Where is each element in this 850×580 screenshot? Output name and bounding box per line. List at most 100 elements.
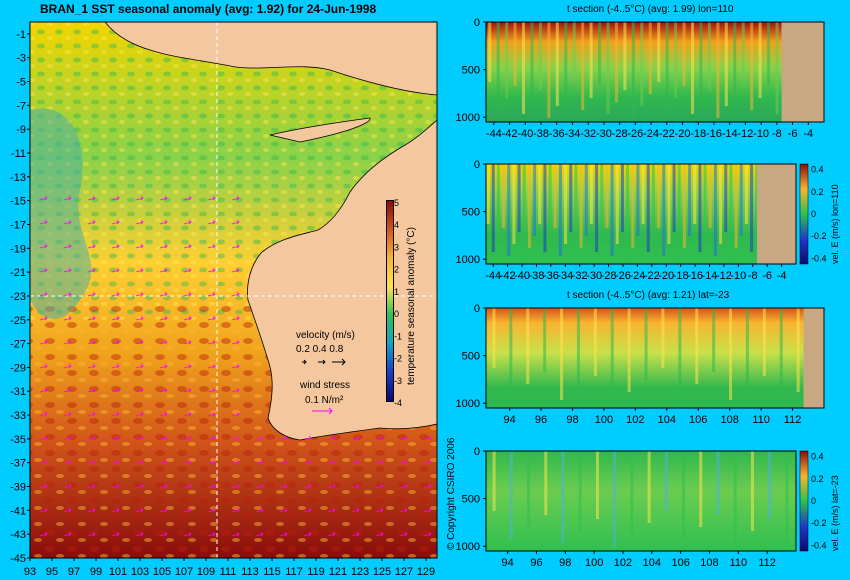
wind-arrow [39, 507, 48, 513]
x-tick-label: -34 [557, 270, 573, 282]
map-lat-label: -1 [16, 29, 26, 41]
x-tick-label: 100 [585, 557, 603, 569]
section-stripe [553, 164, 557, 228]
land-mask [803, 308, 824, 408]
velocity-label: velocity (m/s) [296, 330, 355, 341]
map-lat-label: -13 [10, 172, 26, 184]
section-stripe [647, 451, 651, 523]
wind-arrow [63, 387, 72, 393]
x-tick-label: -6 [762, 270, 772, 282]
wind-arrow [135, 195, 144, 201]
velocity-colorbar-tick: 0 [811, 209, 816, 219]
wind-arrow [231, 291, 240, 297]
indonesia-land [104, 21, 438, 96]
wind-arrow [87, 315, 96, 321]
wind-arrow [39, 243, 48, 249]
section-stripe [646, 164, 650, 252]
x-tick-label: -32 [580, 128, 596, 140]
section-stripe [664, 451, 668, 511]
wind-arrow [87, 195, 96, 201]
section-stripe [691, 22, 695, 114]
section-stripe [533, 164, 537, 236]
section-stripe [507, 164, 511, 256]
x-tick-label: 98 [559, 557, 571, 569]
wind-arrow [135, 531, 144, 537]
wind-arrow [183, 363, 192, 369]
wind-arrow [399, 483, 408, 489]
x-tick-label: 110 [752, 414, 770, 426]
section-stripe [703, 164, 707, 240]
map-lat-label: -37 [10, 458, 26, 470]
wind-arrow [183, 387, 192, 393]
section-stripe [544, 451, 548, 515]
section-stripe [564, 22, 568, 94]
velocity-colorbar-tick: -0.4 [811, 253, 827, 263]
section-stripe [538, 164, 542, 224]
velocity-colorbar-tick: -0.2 [811, 231, 827, 241]
x-tick-label: -22 [644, 270, 660, 282]
section-stripe [614, 22, 618, 102]
map-lat-label: -27 [10, 339, 26, 351]
map-lon-label: 93 [24, 566, 36, 578]
wind-arrow [375, 507, 384, 513]
wind-arrow [207, 267, 216, 273]
section-stripe [724, 164, 728, 232]
x-tick-label: -42 [500, 270, 516, 282]
section-stripe [486, 164, 490, 224]
x-tick-label: -20 [658, 270, 674, 282]
x-tick-label: -16 [687, 270, 703, 282]
wind-arrow [135, 507, 144, 513]
section-field [486, 308, 824, 408]
wind-arrow [159, 531, 168, 537]
section-stripe [699, 22, 703, 102]
depth-tick-label: 1000 [456, 398, 480, 410]
wind-arrow [39, 459, 48, 465]
x-tick-label: 106 [689, 414, 707, 426]
section-panel-3[interactable]: 0 500 1000 94 96 98 100 102 104 106 108 110 112 [440, 300, 850, 440]
wind-arrow [135, 267, 144, 273]
section-stripe [623, 22, 627, 90]
section-stripe [488, 22, 492, 82]
wind-arrow [303, 531, 312, 537]
section-stripe [543, 164, 547, 252]
section-stripe [712, 308, 716, 372]
section-stripe [491, 164, 495, 252]
wind-arrow [63, 411, 72, 417]
section-stripe [677, 164, 681, 260]
wind-arrow [279, 459, 288, 465]
velocity-colorbar [799, 450, 809, 552]
section-stripe [522, 22, 526, 114]
map-lon-label: 117 [285, 566, 303, 578]
velocity-colorbar-tick: -0.4 [811, 540, 827, 550]
wind-arrow [159, 459, 168, 465]
x-tick-label: 104 [643, 557, 661, 569]
wind-arrow [159, 387, 168, 393]
section-stripe [512, 164, 516, 244]
section-stripe [569, 164, 573, 232]
wind-arrow [327, 507, 336, 513]
x-tick-label: -6 [788, 128, 798, 140]
section-panel-4[interactable]: 0 500 1000 94 96 98 100 102 104 106 108 110 112 0.4 0.… [440, 443, 850, 580]
wind-arrow [183, 219, 192, 225]
wind-arrow [135, 459, 144, 465]
wind-arrow [303, 459, 312, 465]
wind-arrow [135, 411, 144, 417]
wind-arrow [135, 435, 144, 441]
x-tick-label: 104 [658, 414, 676, 426]
section-stripe [724, 22, 728, 106]
section-stripe [578, 451, 582, 531]
sst-map[interactable]: -1-3-5-7-9-11-13-15-17-19-21-23-25-27-29… [0, 0, 440, 580]
velocity-scale: 0.2 0.4 0.8 [296, 344, 344, 355]
x-tick-label: 96 [530, 557, 542, 569]
depth-tick-label: 1000 [456, 112, 480, 124]
wind-arrow [159, 315, 168, 321]
x-tick-label: 98 [566, 414, 578, 426]
wind-arrow [183, 291, 192, 297]
wind-arrow [207, 387, 216, 393]
map-lat-label: -15 [10, 196, 26, 208]
depth-tick-label: 0 [474, 303, 480, 315]
x-tick-label: -22 [659, 128, 675, 140]
section-stripe [768, 451, 772, 519]
section-panel-2[interactable]: 05001000-44-42-40-38-36-34-32-30-28-26-2… [440, 156, 850, 292]
